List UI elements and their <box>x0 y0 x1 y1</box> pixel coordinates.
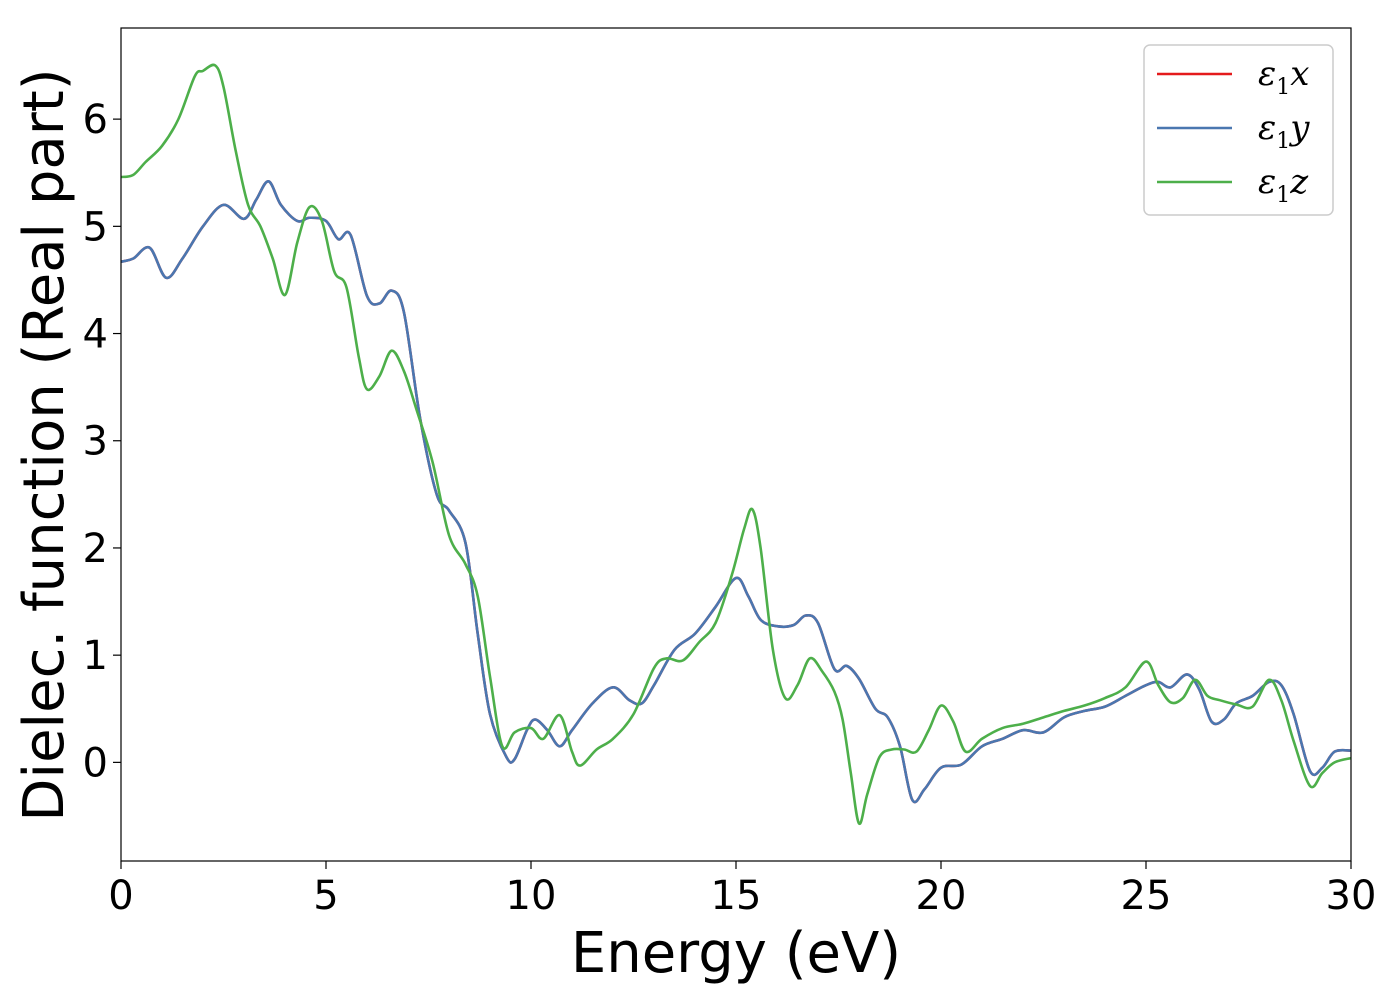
y-tick-label: 1 <box>83 633 108 679</box>
y-tick-label: 5 <box>83 204 108 250</box>
x-tick-label: 15 <box>711 873 762 919</box>
x-tick-label: 20 <box>916 873 967 919</box>
series-line-y <box>120 180 1352 804</box>
legend-box <box>1143 44 1334 216</box>
y-tick-label: 6 <box>83 97 108 143</box>
x-tick-label: 0 <box>108 873 133 919</box>
legend-label-y: ε1y <box>1258 108 1310 154</box>
series-lines <box>120 63 1352 826</box>
y-tick-label: 0 <box>83 740 108 786</box>
x-tick-label: 5 <box>313 873 338 919</box>
legend-label-z: ε1z <box>1258 162 1309 208</box>
y-axis-label: Dielec. function (Real part) <box>12 68 77 821</box>
y-tick-label: 2 <box>83 526 108 572</box>
x-axis-label: Energy (eV) <box>571 921 901 986</box>
legend-label-x: ε1x <box>1258 54 1309 100</box>
x-axis: 0 5 10 15 20 25 30 <box>108 861 1376 919</box>
y-tick-label: 4 <box>83 312 108 358</box>
series-line-z <box>120 63 1352 826</box>
y-axis: 0 1 2 3 4 5 6 <box>83 97 121 786</box>
x-tick-label: 30 <box>1326 873 1377 919</box>
y-tick-label: 3 <box>83 419 108 465</box>
legend: ε1x ε1y ε1z <box>1143 44 1334 216</box>
x-tick-label: 25 <box>1121 873 1172 919</box>
x-tick-label: 10 <box>506 873 557 919</box>
